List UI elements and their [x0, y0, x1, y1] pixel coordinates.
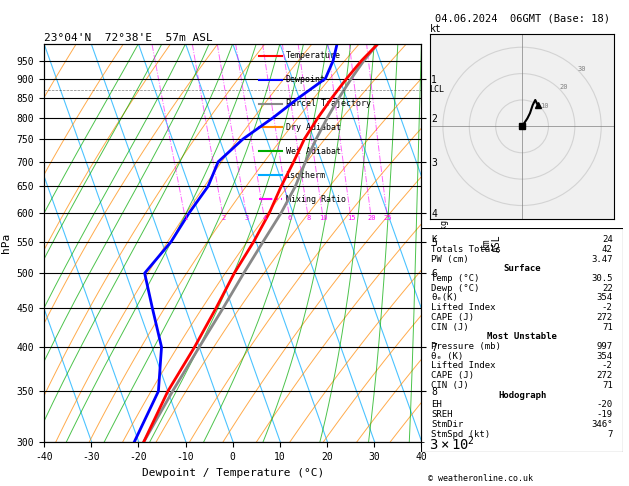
Text: Pressure (mb): Pressure (mb): [431, 342, 501, 351]
Text: 22: 22: [602, 284, 613, 293]
Y-axis label: km
ASL: km ASL: [481, 234, 502, 252]
X-axis label: Dewpoint / Temperature (°C): Dewpoint / Temperature (°C): [142, 468, 324, 478]
Text: Totals Totals: Totals Totals: [431, 245, 501, 254]
Text: EH: EH: [431, 400, 442, 409]
Text: 4: 4: [262, 215, 267, 222]
Text: 6: 6: [287, 215, 292, 222]
Text: 25: 25: [383, 215, 392, 222]
Text: kt: kt: [430, 24, 442, 34]
Text: 15: 15: [347, 215, 355, 222]
Text: 20: 20: [367, 215, 376, 222]
Text: CAPE (J): CAPE (J): [431, 371, 474, 380]
Text: 272: 272: [596, 313, 613, 322]
Text: Isotherm: Isotherm: [286, 171, 326, 180]
Text: 272: 272: [596, 371, 613, 380]
Text: θₑ (K): θₑ (K): [431, 352, 464, 361]
Text: 3.47: 3.47: [591, 255, 613, 263]
Text: -20: -20: [596, 400, 613, 409]
Text: Lifted Index: Lifted Index: [431, 303, 496, 312]
Text: 42: 42: [602, 245, 613, 254]
Text: 30: 30: [577, 66, 586, 72]
Text: © weatheronline.co.uk: © weatheronline.co.uk: [428, 474, 533, 483]
Text: 20: 20: [559, 85, 567, 90]
Text: 10: 10: [540, 103, 549, 109]
Text: CAPE (J): CAPE (J): [431, 313, 474, 322]
Text: Lifted Index: Lifted Index: [431, 362, 496, 370]
Text: Most Unstable: Most Unstable: [487, 332, 557, 341]
Text: StmDir: StmDir: [431, 420, 464, 429]
Text: θₑ(K): θₑ(K): [431, 294, 459, 302]
Text: Mixing Ratio: Mixing Ratio: [286, 195, 345, 204]
Text: Dry Adiabat: Dry Adiabat: [286, 123, 340, 132]
Text: -2: -2: [602, 362, 613, 370]
Text: 23°04'N  72°38'E  57m ASL: 23°04'N 72°38'E 57m ASL: [44, 33, 213, 43]
Text: Mixing Ratio (g/kg): Mixing Ratio (g/kg): [440, 215, 449, 311]
Text: PW (cm): PW (cm): [431, 255, 469, 263]
Text: K: K: [431, 235, 437, 244]
Text: 71: 71: [602, 323, 613, 331]
Text: LCL: LCL: [429, 86, 444, 94]
Text: Parcel Trajectory: Parcel Trajectory: [286, 99, 370, 108]
Text: -19: -19: [596, 410, 613, 419]
Text: Temperature: Temperature: [286, 51, 340, 60]
Text: 354: 354: [596, 294, 613, 302]
Text: Temp (°C): Temp (°C): [431, 274, 480, 283]
Text: 30.5: 30.5: [591, 274, 613, 283]
Text: 7: 7: [607, 430, 613, 438]
Text: StmSpd (kt): StmSpd (kt): [431, 430, 491, 438]
Text: 346°: 346°: [591, 420, 613, 429]
Text: Dewpoint: Dewpoint: [286, 75, 326, 84]
Text: 8: 8: [306, 215, 311, 222]
Text: SREH: SREH: [431, 410, 453, 419]
Y-axis label: hPa: hPa: [1, 233, 11, 253]
Text: 04.06.2024  06GMT (Base: 18): 04.06.2024 06GMT (Base: 18): [435, 14, 610, 24]
Text: CIN (J): CIN (J): [431, 323, 469, 331]
Text: 2: 2: [221, 215, 226, 222]
Text: 3: 3: [245, 215, 249, 222]
Text: 71: 71: [602, 381, 613, 390]
Text: 997: 997: [596, 342, 613, 351]
Text: Hodograph: Hodograph: [498, 391, 546, 399]
Text: Wet Adiabat: Wet Adiabat: [286, 147, 340, 156]
Text: 10: 10: [319, 215, 328, 222]
Text: Surface: Surface: [503, 264, 541, 273]
Text: 354: 354: [596, 352, 613, 361]
Text: 1: 1: [183, 215, 187, 222]
Text: Dewp (°C): Dewp (°C): [431, 284, 480, 293]
Text: -2: -2: [602, 303, 613, 312]
Text: CIN (J): CIN (J): [431, 381, 469, 390]
Text: 24: 24: [602, 235, 613, 244]
